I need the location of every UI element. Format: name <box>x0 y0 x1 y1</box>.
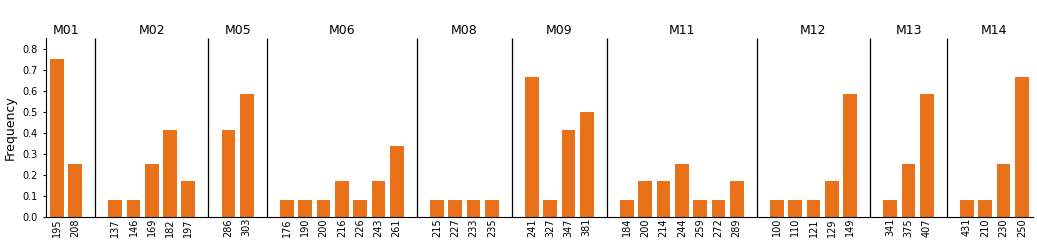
Bar <box>997 164 1010 217</box>
Bar <box>920 94 933 217</box>
Bar <box>902 164 916 217</box>
Bar <box>240 94 254 217</box>
Bar <box>430 200 444 217</box>
Bar <box>824 181 839 217</box>
Bar <box>280 200 293 217</box>
Bar <box>639 181 652 217</box>
Bar <box>525 77 539 217</box>
Bar <box>730 181 744 217</box>
Y-axis label: Frequency: Frequency <box>4 95 18 160</box>
Bar <box>1015 77 1029 217</box>
Text: M09: M09 <box>546 24 572 37</box>
Bar <box>807 200 820 217</box>
Text: M06: M06 <box>329 24 356 37</box>
Bar <box>68 164 82 217</box>
Bar <box>960 200 974 217</box>
Bar <box>354 200 367 217</box>
Bar <box>335 181 348 217</box>
Bar <box>580 112 593 217</box>
Bar <box>181 181 195 217</box>
Bar <box>390 146 403 217</box>
Bar <box>163 130 177 217</box>
Text: M02: M02 <box>139 24 165 37</box>
Bar <box>562 130 576 217</box>
Bar <box>50 59 63 217</box>
Bar <box>467 200 480 217</box>
Bar <box>656 181 671 217</box>
Bar <box>979 200 992 217</box>
Bar <box>371 181 386 217</box>
Bar <box>694 200 707 217</box>
Bar <box>108 200 122 217</box>
Bar <box>316 200 331 217</box>
Bar <box>485 200 499 217</box>
Text: M13: M13 <box>895 24 922 37</box>
Bar <box>884 200 897 217</box>
Bar <box>543 200 557 217</box>
Bar <box>222 130 235 217</box>
Text: M05: M05 <box>224 24 251 37</box>
Text: M12: M12 <box>801 24 826 37</box>
Text: M14: M14 <box>981 24 1008 37</box>
Bar <box>711 200 725 217</box>
Bar <box>620 200 634 217</box>
Bar <box>145 164 159 217</box>
Text: M11: M11 <box>669 24 695 37</box>
Bar <box>448 200 463 217</box>
Text: M01: M01 <box>53 24 79 37</box>
Bar <box>299 200 312 217</box>
Bar <box>675 164 689 217</box>
Bar <box>843 94 857 217</box>
Bar <box>127 200 140 217</box>
Text: M08: M08 <box>451 24 478 37</box>
Bar <box>788 200 802 217</box>
Bar <box>770 200 784 217</box>
